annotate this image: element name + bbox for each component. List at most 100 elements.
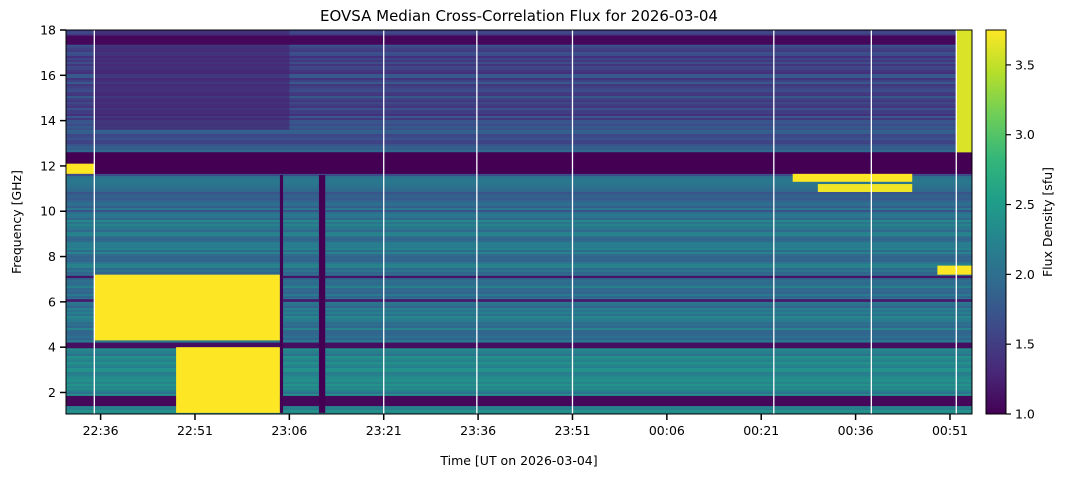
frequency-band — [66, 142, 972, 144]
frequency-band — [66, 78, 972, 80]
frequency-band — [66, 62, 972, 64]
frequency-band — [66, 302, 972, 304]
frequency-band — [66, 326, 972, 328]
frequency-band — [66, 70, 972, 72]
frequency-band — [66, 348, 972, 350]
frequency-band — [66, 340, 972, 342]
frequency-band — [66, 50, 972, 52]
frequency-band — [66, 138, 972, 140]
flux-region — [937, 265, 972, 275]
frequency-band — [66, 290, 972, 292]
y-tick-label: 6 — [48, 294, 56, 309]
frequency-band — [66, 112, 972, 114]
frequency-band — [66, 144, 972, 146]
x-tick-label: 00:06 — [649, 423, 685, 438]
frequency-band — [66, 186, 972, 188]
frequency-band — [66, 86, 972, 88]
frequency-band — [66, 206, 972, 208]
frequency-band — [66, 198, 972, 200]
x-tick-label: 23:51 — [554, 423, 590, 438]
frequency-band — [66, 66, 972, 68]
x-tick-label: 22:51 — [177, 423, 213, 438]
frequency-band — [66, 292, 972, 294]
flux-region — [66, 163, 95, 174]
frequency-band — [66, 136, 972, 138]
frequency-band — [66, 366, 972, 368]
x-tick-label: 00:36 — [838, 423, 874, 438]
flux-region — [66, 275, 972, 279]
frequency-band — [66, 218, 972, 220]
frequency-band — [66, 316, 972, 318]
colorbar-label: Flux Density [sfu] — [1040, 167, 1055, 277]
frequency-band — [66, 146, 972, 148]
frequency-band — [66, 176, 972, 178]
frequency-band — [66, 350, 972, 352]
frequency-band — [66, 374, 972, 376]
frequency-band — [66, 306, 972, 308]
frequency-band — [66, 278, 972, 280]
x-tick-label: 00:51 — [932, 423, 968, 438]
x-tick-label: 00:21 — [743, 423, 779, 438]
frequency-band — [66, 280, 972, 282]
frequency-band — [66, 318, 972, 320]
frequency-band — [66, 288, 972, 290]
data-gap-lines — [93, 30, 957, 414]
frequency-band — [66, 286, 972, 288]
y-tick-label: 16 — [40, 68, 56, 83]
frequency-band — [66, 68, 972, 70]
frequency-band — [66, 294, 972, 296]
frequency-band — [66, 270, 972, 272]
frequency-band — [66, 266, 972, 268]
frequency-band — [66, 82, 972, 84]
frequency-band — [66, 330, 972, 332]
plot-area — [65, 29, 973, 415]
frequency-band — [66, 386, 972, 388]
frequency-band — [66, 274, 972, 276]
frequency-band — [66, 256, 972, 258]
frequency-band — [66, 32, 972, 34]
frequency-band — [66, 224, 972, 226]
frequency-band — [66, 362, 972, 364]
frequency-band — [66, 72, 972, 74]
colorbar-tick-label: 2.0 — [1015, 267, 1035, 282]
frequency-band — [66, 412, 972, 414]
y-tick-label: 18 — [40, 23, 56, 38]
frequency-band — [66, 368, 972, 370]
frequency-band — [66, 392, 972, 394]
frequency-band — [66, 248, 972, 250]
frequency-band — [66, 100, 972, 102]
frequency-band — [66, 118, 972, 120]
frequency-band — [66, 216, 972, 218]
frequency-band — [66, 190, 972, 192]
frequency-band — [66, 380, 972, 382]
frequency-band — [66, 202, 972, 204]
frequency-band — [66, 310, 972, 312]
frequency-band — [66, 320, 972, 322]
frequency-band — [66, 188, 972, 190]
frequency-band — [66, 222, 972, 224]
flux-region — [94, 274, 280, 341]
frequency-band — [66, 44, 972, 46]
frequency-band — [66, 34, 972, 36]
frequency-band — [66, 338, 972, 340]
frequency-band — [66, 178, 972, 180]
frequency-band — [66, 148, 972, 150]
frequency-band — [66, 92, 972, 94]
frequency-band — [66, 90, 972, 92]
flux-region — [792, 173, 913, 182]
frequency-band — [66, 410, 972, 412]
frequency-band — [66, 242, 972, 244]
x-tick-label: 23:21 — [366, 423, 402, 438]
frequency-band — [66, 128, 972, 130]
frequency-band — [66, 98, 972, 100]
frequency-band — [66, 228, 972, 230]
frequency-band — [66, 388, 972, 390]
frequency-band — [66, 406, 972, 408]
frequency-band — [66, 384, 972, 386]
x-tick-label: 22:36 — [83, 423, 119, 438]
frequency-band — [66, 184, 972, 186]
frequency-band — [66, 378, 972, 380]
frequency-band — [66, 64, 972, 66]
frequency-band — [66, 116, 972, 118]
frequency-band — [66, 382, 972, 384]
